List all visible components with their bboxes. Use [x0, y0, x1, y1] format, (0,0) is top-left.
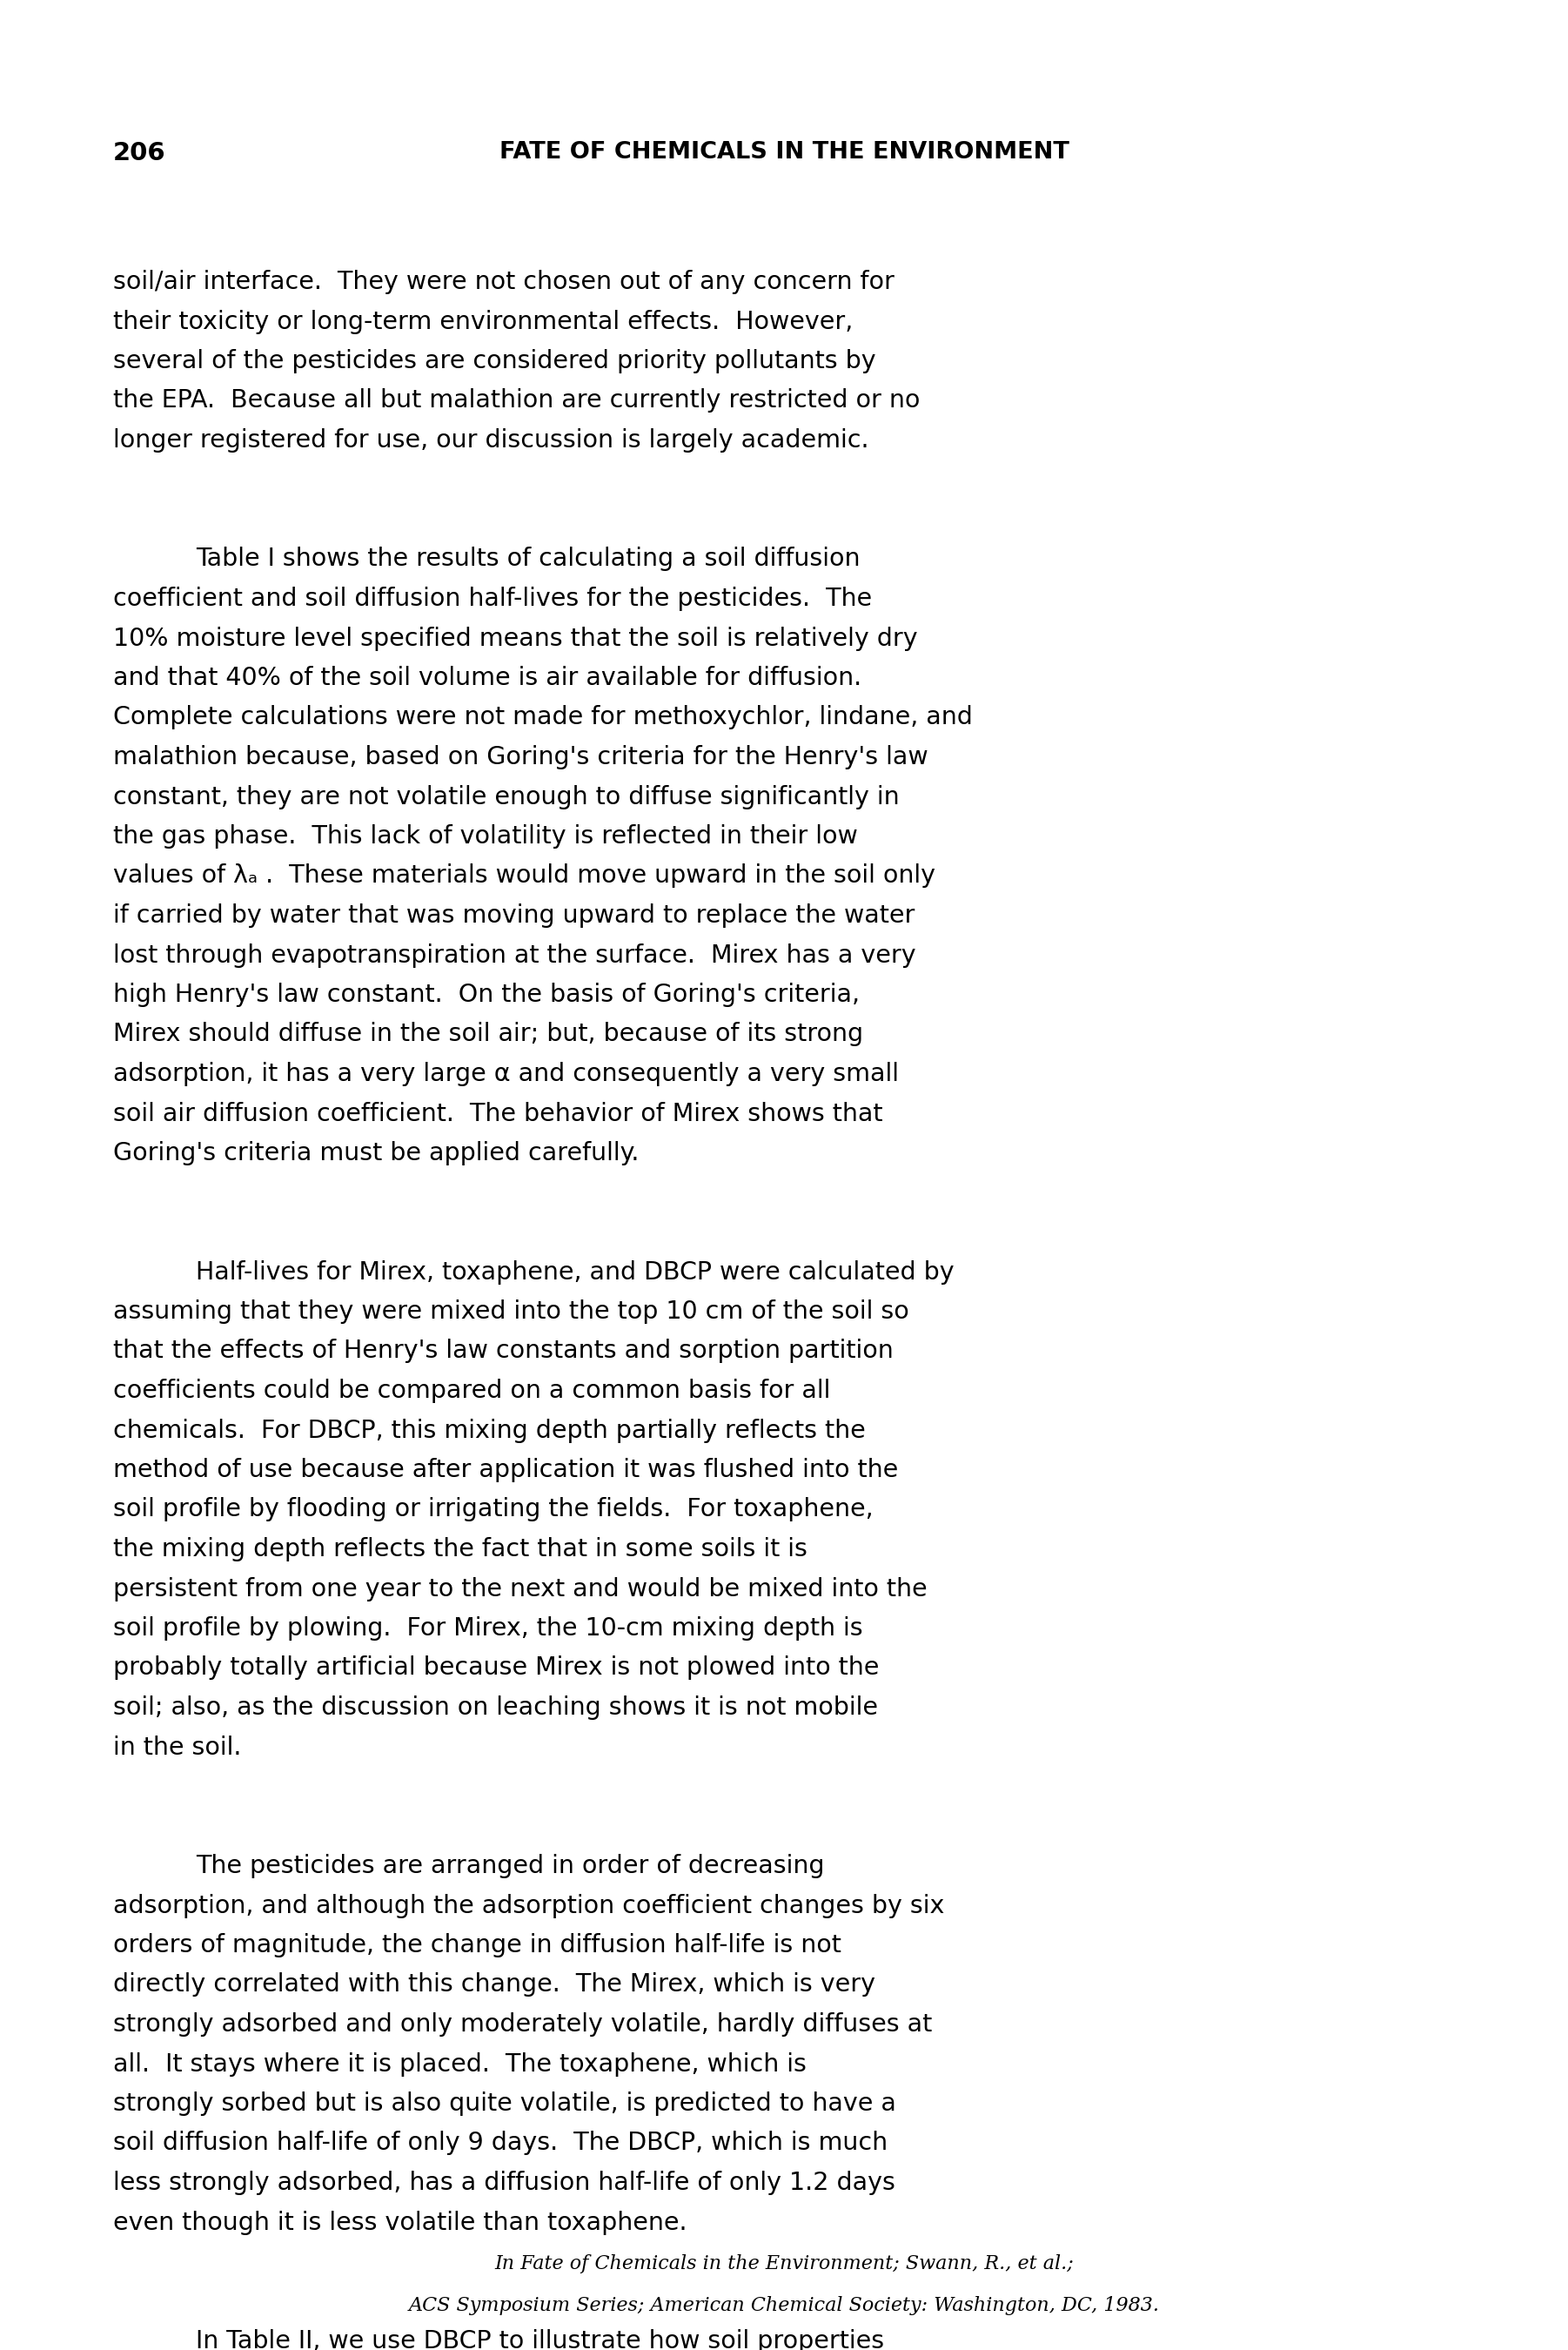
- Text: soil profile by flooding or irrigating the fields.  For toxaphene,: soil profile by flooding or irrigating t…: [113, 1497, 873, 1523]
- Text: lost through evapotranspiration at the surface.  Mirex has a very: lost through evapotranspiration at the s…: [113, 942, 916, 968]
- Text: constant, they are not volatile enough to diffuse significantly in: constant, they are not volatile enough t…: [113, 785, 900, 808]
- Text: soil diffusion half-life of only 9 days.  The DBCP, which is much: soil diffusion half-life of only 9 days.…: [113, 2131, 887, 2155]
- Text: in the soil.: in the soil.: [113, 1734, 241, 1760]
- Text: Goring's criteria must be applied carefully.: Goring's criteria must be applied carefu…: [113, 1142, 640, 1166]
- Text: adsorption, it has a very large α and consequently a very small: adsorption, it has a very large α and co…: [113, 1062, 898, 1086]
- Text: the EPA.  Because all but malathion are currently restricted or no: the EPA. Because all but malathion are c…: [113, 388, 920, 414]
- Text: adsorption, and although the adsorption coefficient changes by six: adsorption, and although the adsorption …: [113, 1894, 944, 1918]
- Text: probably totally artificial because Mirex is not plowed into the: probably totally artificial because Mire…: [113, 1657, 880, 1680]
- Text: The pesticides are arranged in order of decreasing: The pesticides are arranged in order of …: [196, 1854, 825, 1878]
- Text: all.  It stays where it is placed.  The toxaphene, which is: all. It stays where it is placed. The to…: [113, 2052, 806, 2077]
- Text: directly correlated with this change.  The Mirex, which is very: directly correlated with this change. Th…: [113, 1972, 875, 1997]
- Text: method of use because after application it was flushed into the: method of use because after application …: [113, 1457, 898, 1483]
- Text: several of the pesticides are considered priority pollutants by: several of the pesticides are considered…: [113, 350, 877, 374]
- Text: FATE OF CHEMICALS IN THE ENVIRONMENT: FATE OF CHEMICALS IN THE ENVIRONMENT: [499, 141, 1069, 165]
- Text: strongly adsorbed and only moderately volatile, hardly diffuses at: strongly adsorbed and only moderately vo…: [113, 2012, 931, 2037]
- Text: coefficient and soil diffusion half-lives for the pesticides.  The: coefficient and soil diffusion half-live…: [113, 588, 872, 611]
- Text: Mirex should diffuse in the soil air; but, because of its strong: Mirex should diffuse in the soil air; bu…: [113, 1022, 864, 1046]
- Text: 206: 206: [113, 141, 166, 165]
- Text: and that 40% of the soil volume is air available for diffusion.: and that 40% of the soil volume is air a…: [113, 665, 862, 691]
- Text: less strongly adsorbed, has a diffusion half-life of only 1.2 days: less strongly adsorbed, has a diffusion …: [113, 2171, 895, 2195]
- Text: Half-lives for Mirex, toxaphene, and DBCP were calculated by: Half-lives for Mirex, toxaphene, and DBC…: [196, 1260, 955, 1283]
- Text: chemicals.  For DBCP, this mixing depth partially reflects the: chemicals. For DBCP, this mixing depth p…: [113, 1419, 866, 1443]
- Text: values of λₐ .  These materials would move upward in the soil only: values of λₐ . These materials would mov…: [113, 865, 936, 888]
- Text: soil profile by plowing.  For Mirex, the 10-cm mixing depth is: soil profile by plowing. For Mirex, the …: [113, 1617, 862, 1640]
- Text: orders of magnitude, the change in diffusion half-life is not: orders of magnitude, the change in diffu…: [113, 1934, 842, 1958]
- Text: malathion because, based on Goring's criteria for the Henry's law: malathion because, based on Goring's cri…: [113, 745, 928, 768]
- Text: coefficients could be compared on a common basis for all: coefficients could be compared on a comm…: [113, 1379, 831, 1403]
- Text: In Table II, we use DBCP to illustrate how soil properties: In Table II, we use DBCP to illustrate h…: [196, 2329, 884, 2350]
- Text: soil air diffusion coefficient.  The behavior of Mirex shows that: soil air diffusion coefficient. The beha…: [113, 1102, 883, 1126]
- Text: the gas phase.  This lack of volatility is reflected in their low: the gas phase. This lack of volatility i…: [113, 825, 858, 848]
- Text: persistent from one year to the next and would be mixed into the: persistent from one year to the next and…: [113, 1577, 927, 1600]
- Text: if carried by water that was moving upward to replace the water: if carried by water that was moving upwa…: [113, 902, 914, 928]
- Text: assuming that they were mixed into the top 10 cm of the soil so: assuming that they were mixed into the t…: [113, 1300, 909, 1323]
- Text: Table I shows the results of calculating a soil diffusion: Table I shows the results of calculating…: [196, 548, 861, 571]
- Text: longer registered for use, our discussion is largely academic.: longer registered for use, our discussio…: [113, 428, 869, 454]
- Text: soil; also, as the discussion on leaching shows it is not mobile: soil; also, as the discussion on leachin…: [113, 1694, 878, 1720]
- Text: that the effects of Henry's law constants and sorption partition: that the effects of Henry's law constant…: [113, 1339, 894, 1363]
- Text: Complete calculations were not made for methoxychlor, lindane, and: Complete calculations were not made for …: [113, 705, 972, 731]
- Text: even though it is less volatile than toxaphene.: even though it is less volatile than tox…: [113, 2211, 687, 2235]
- Text: ACS Symposium Series; American Chemical Society: Washington, DC, 1983.: ACS Symposium Series; American Chemical …: [409, 2296, 1159, 2315]
- Text: strongly sorbed but is also quite volatile, is predicted to have a: strongly sorbed but is also quite volati…: [113, 2092, 897, 2115]
- Text: high Henry's law constant.  On the basis of Goring's criteria,: high Henry's law constant. On the basis …: [113, 982, 859, 1008]
- Text: In Fate of Chemicals in the Environment; Swann, R., et al.;: In Fate of Chemicals in the Environment;…: [494, 2254, 1074, 2272]
- Text: 10% moisture level specified means that the soil is relatively dry: 10% moisture level specified means that …: [113, 625, 917, 651]
- Text: their toxicity or long-term environmental effects.  However,: their toxicity or long-term environmenta…: [113, 310, 853, 334]
- Text: soil/air interface.  They were not chosen out of any concern for: soil/air interface. They were not chosen…: [113, 270, 894, 294]
- Text: the mixing depth reflects the fact that in some soils it is: the mixing depth reflects the fact that …: [113, 1537, 808, 1560]
